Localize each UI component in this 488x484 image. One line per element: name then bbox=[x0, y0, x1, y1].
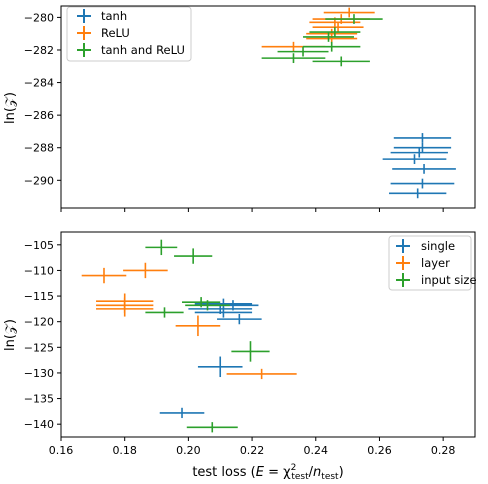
legend-entry-tanh: tanh bbox=[77, 9, 127, 23]
legend-entry-single: single bbox=[396, 239, 455, 253]
bottom-x-tick-label: 0.20 bbox=[176, 444, 201, 457]
bottom-y-tick-label: −140 bbox=[24, 418, 54, 431]
legend-label-input-size: input size bbox=[421, 273, 477, 287]
top-y-tick-label: −286 bbox=[24, 109, 54, 122]
top-y-tick-label: −280 bbox=[24, 11, 54, 24]
bottom-y-tick-label: −110 bbox=[24, 264, 54, 277]
bottom-series bbox=[81, 239, 297, 433]
bottom-x-tick-label: 0.22 bbox=[240, 444, 265, 457]
bottom-y-tick-label: −120 bbox=[24, 316, 54, 329]
top-legend: tanh ReLU tanh and ReLU bbox=[66, 6, 192, 62]
bottom-x-axis: 0.16 0.18 0.20 0.22 0.24 0.26 0.28 bbox=[49, 437, 456, 457]
legend-entry-tanh-and-relu: tanh and ReLU bbox=[77, 43, 185, 57]
legend-entry-layer: layer bbox=[396, 256, 450, 270]
legend-label-relu: ReLU bbox=[101, 26, 130, 40]
bottom-x-tick-label: 0.28 bbox=[431, 444, 456, 457]
series-relu bbox=[261, 7, 375, 52]
bottom-y-tick-label: −135 bbox=[24, 393, 54, 406]
series-input-size bbox=[145, 239, 270, 433]
top-y-axis: −280 −282 −284 −286 −288 −290 bbox=[24, 11, 61, 187]
top-panel: −280 −282 −284 −286 −288 −290 ln(𝒵) tanh ReLU… bbox=[3, 5, 476, 212]
bottom-legend-box bbox=[388, 235, 472, 291]
legend-label-tanh-and-relu: tanh and ReLU bbox=[101, 43, 185, 57]
series-single bbox=[159, 298, 262, 419]
bottom-plot-frame bbox=[60, 231, 476, 438]
top-y-axis-label: ln(𝒵) bbox=[3, 92, 18, 124]
top-y-tick-label: −284 bbox=[24, 77, 54, 90]
top-y-tick-label: −288 bbox=[24, 142, 54, 155]
bottom-x-tick-label: 0.24 bbox=[304, 444, 329, 457]
legend-label-tanh: tanh bbox=[101, 9, 127, 23]
top-series bbox=[261, 7, 456, 199]
bottom-legend: single layer input size bbox=[388, 235, 477, 291]
top-y-tick-label: −282 bbox=[24, 44, 54, 57]
bottom-y-axis-label: ln(𝒵) bbox=[3, 319, 18, 351]
bottom-y-tick-label: −105 bbox=[24, 239, 54, 252]
bottom-y-tick-label: −125 bbox=[24, 341, 54, 354]
top-plot-frame bbox=[60, 5, 476, 209]
bottom-y-axis: −105 −110 −115 −120 −125 −130 −135 −140 bbox=[24, 239, 61, 431]
top-y-tick-label: −290 bbox=[24, 174, 54, 187]
series-layer bbox=[81, 262, 297, 380]
legend-entry-relu: ReLU bbox=[77, 26, 130, 40]
bottom-x-axis-label: test loss (E = χ2 test/ntest) bbox=[192, 463, 343, 482]
series-tanh bbox=[382, 133, 456, 199]
legend-label-single: single bbox=[421, 239, 455, 253]
bottom-panel: −105−110−115−120−125−130−135−140 0.16 0.1… bbox=[3, 231, 477, 482]
bottom-x-tick-label: 0.18 bbox=[112, 444, 137, 457]
series-tanh-and-relu bbox=[261, 14, 383, 67]
bottom-y-tick-label: −130 bbox=[24, 367, 54, 380]
bottom-y-tick-label: −115 bbox=[24, 290, 54, 303]
bottom-x-tick-label: 0.26 bbox=[367, 444, 392, 457]
top-x-axis-ticks bbox=[60, 208, 444, 212]
legend-label-layer: layer bbox=[421, 256, 450, 270]
legend-entry-input-size: input size bbox=[396, 273, 477, 287]
bottom-x-tick-label: 0.16 bbox=[49, 444, 74, 457]
top-legend-box bbox=[66, 6, 192, 62]
